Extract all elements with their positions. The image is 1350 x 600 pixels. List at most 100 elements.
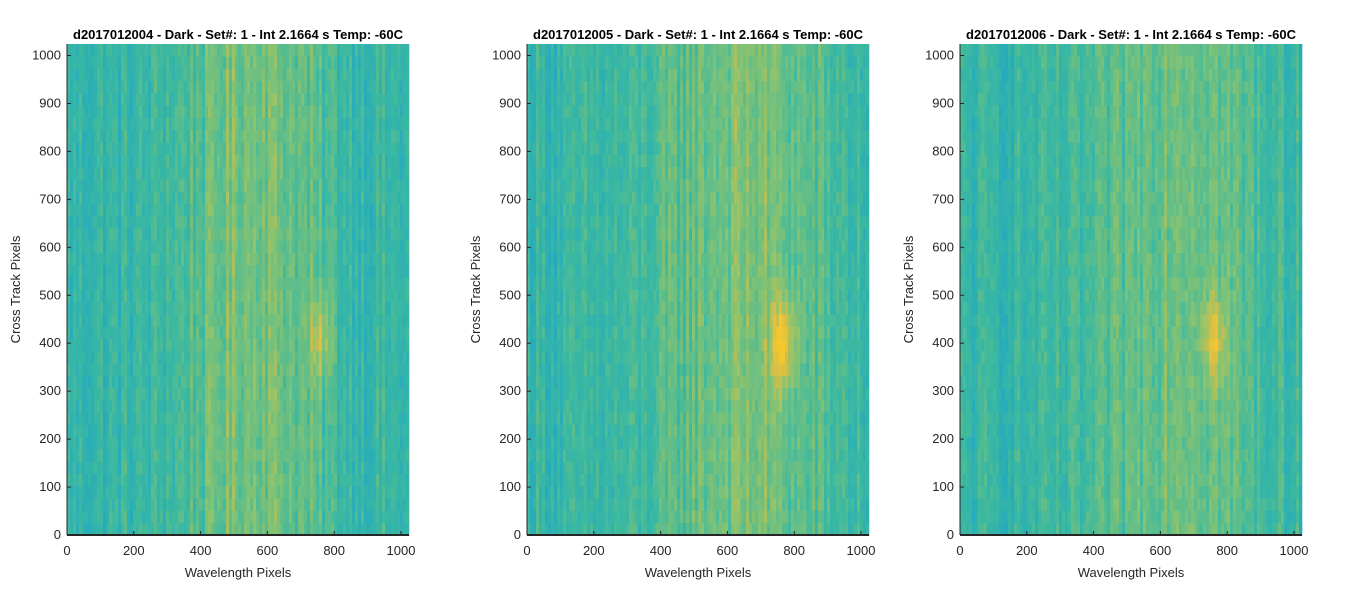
heatmap-cell bbox=[151, 375, 155, 388]
heatmap-cell bbox=[256, 338, 260, 352]
heatmap-cell bbox=[130, 424, 134, 438]
heatmap-cell bbox=[118, 314, 122, 327]
heatmap-cell bbox=[373, 240, 377, 253]
heatmap-cell bbox=[85, 191, 89, 204]
heatmap-cell bbox=[406, 326, 410, 339]
heatmap-cell bbox=[97, 461, 101, 474]
heatmap-cell bbox=[355, 314, 359, 327]
heatmap-cell bbox=[349, 203, 353, 217]
heatmap-cell bbox=[340, 301, 344, 315]
heatmap-cell bbox=[307, 179, 311, 192]
heatmap-cell bbox=[271, 142, 275, 155]
heatmap-cell bbox=[214, 461, 218, 474]
heatmap-cell bbox=[376, 277, 380, 290]
heatmap-cell bbox=[235, 277, 239, 290]
heatmap-cell bbox=[244, 387, 248, 401]
heatmap-cell bbox=[358, 252, 362, 266]
heatmap-cell bbox=[244, 129, 248, 143]
heatmap-cell bbox=[262, 44, 266, 57]
heatmap-cell bbox=[136, 264, 140, 278]
heatmap-cell bbox=[166, 314, 170, 327]
heatmap-cell bbox=[244, 117, 248, 131]
heatmap-cell bbox=[280, 129, 284, 143]
heatmap-cell bbox=[130, 44, 134, 57]
heatmap-cell bbox=[262, 80, 266, 94]
heatmap-cell bbox=[133, 68, 137, 82]
heatmap-cell bbox=[358, 387, 362, 401]
heatmap-cell bbox=[220, 117, 224, 131]
heatmap-cell bbox=[391, 203, 395, 217]
heatmap-cell bbox=[160, 117, 164, 131]
heatmap-cell bbox=[145, 240, 149, 253]
heatmap-cell bbox=[286, 117, 290, 131]
heatmap-cell bbox=[190, 117, 194, 131]
heatmap-cell bbox=[127, 314, 131, 327]
heatmap-cell bbox=[238, 252, 242, 266]
heatmap-cell bbox=[226, 240, 230, 253]
heatmap-cell bbox=[551, 142, 555, 155]
heatmap-cell bbox=[193, 252, 197, 266]
heatmap-cell bbox=[217, 68, 221, 82]
heatmap-cell bbox=[193, 387, 197, 401]
heatmap-cell bbox=[286, 93, 290, 106]
heatmap-cell bbox=[340, 154, 344, 168]
heatmap-cell bbox=[554, 154, 558, 168]
heatmap-cell bbox=[157, 338, 161, 352]
heatmap-cell bbox=[394, 338, 398, 352]
heatmap-cell bbox=[268, 326, 272, 339]
heatmap-cell bbox=[280, 105, 284, 118]
heatmap-cell bbox=[145, 461, 149, 474]
heatmap-cell bbox=[217, 93, 221, 106]
heatmap-cell bbox=[334, 191, 338, 204]
heatmap-cell bbox=[406, 510, 410, 524]
heatmap-cell bbox=[382, 117, 386, 131]
heatmap-cell bbox=[307, 461, 311, 474]
heatmap-cell bbox=[127, 93, 131, 106]
heatmap-cell bbox=[163, 44, 167, 57]
heatmap-cell bbox=[193, 228, 197, 241]
heatmap-cell bbox=[265, 142, 269, 155]
heatmap-cell bbox=[172, 68, 176, 82]
heatmap-cell bbox=[548, 44, 552, 57]
heatmap-cell bbox=[262, 154, 266, 168]
heatmap-cell bbox=[190, 399, 194, 413]
heatmap-cell bbox=[217, 56, 221, 69]
heatmap-cell bbox=[361, 228, 365, 241]
heatmap-cell bbox=[91, 215, 95, 229]
heatmap-cell bbox=[94, 424, 98, 438]
heatmap-cell bbox=[163, 387, 167, 401]
heatmap-cell bbox=[241, 485, 245, 499]
heatmap-cell bbox=[274, 498, 278, 511]
heatmap-cell bbox=[295, 301, 299, 315]
heatmap-cell bbox=[70, 179, 74, 192]
heatmap-cell bbox=[316, 522, 320, 536]
heatmap-cell bbox=[160, 93, 164, 106]
heatmap-cell bbox=[115, 56, 119, 69]
heatmap-cell bbox=[397, 510, 401, 524]
heatmap-cell bbox=[280, 277, 284, 290]
heatmap-cell bbox=[97, 154, 101, 168]
heatmap-cell bbox=[406, 154, 410, 168]
heatmap-cell bbox=[130, 93, 134, 106]
heatmap-cell bbox=[187, 252, 191, 266]
heatmap-cell bbox=[403, 436, 407, 450]
heatmap-cell bbox=[76, 142, 80, 155]
heatmap-cell bbox=[196, 105, 200, 118]
heatmap-cell bbox=[530, 277, 534, 290]
heatmap-cell bbox=[214, 412, 218, 425]
heatmap-cell bbox=[340, 363, 344, 376]
heatmap-cell bbox=[337, 80, 341, 94]
heatmap-cell bbox=[172, 461, 176, 474]
heatmap-cell bbox=[160, 375, 164, 388]
heatmap-cell bbox=[124, 301, 128, 315]
heatmap-cell bbox=[262, 461, 266, 474]
heatmap-cell bbox=[268, 56, 272, 69]
heatmap-cell bbox=[235, 449, 239, 462]
heatmap-cell bbox=[127, 289, 131, 303]
heatmap-cell bbox=[229, 44, 233, 57]
heatmap-cell bbox=[226, 449, 230, 462]
heatmap-cell bbox=[406, 350, 410, 364]
heatmap-cell bbox=[73, 252, 77, 266]
heatmap-cell bbox=[542, 363, 546, 376]
heatmap-cell bbox=[328, 215, 332, 229]
